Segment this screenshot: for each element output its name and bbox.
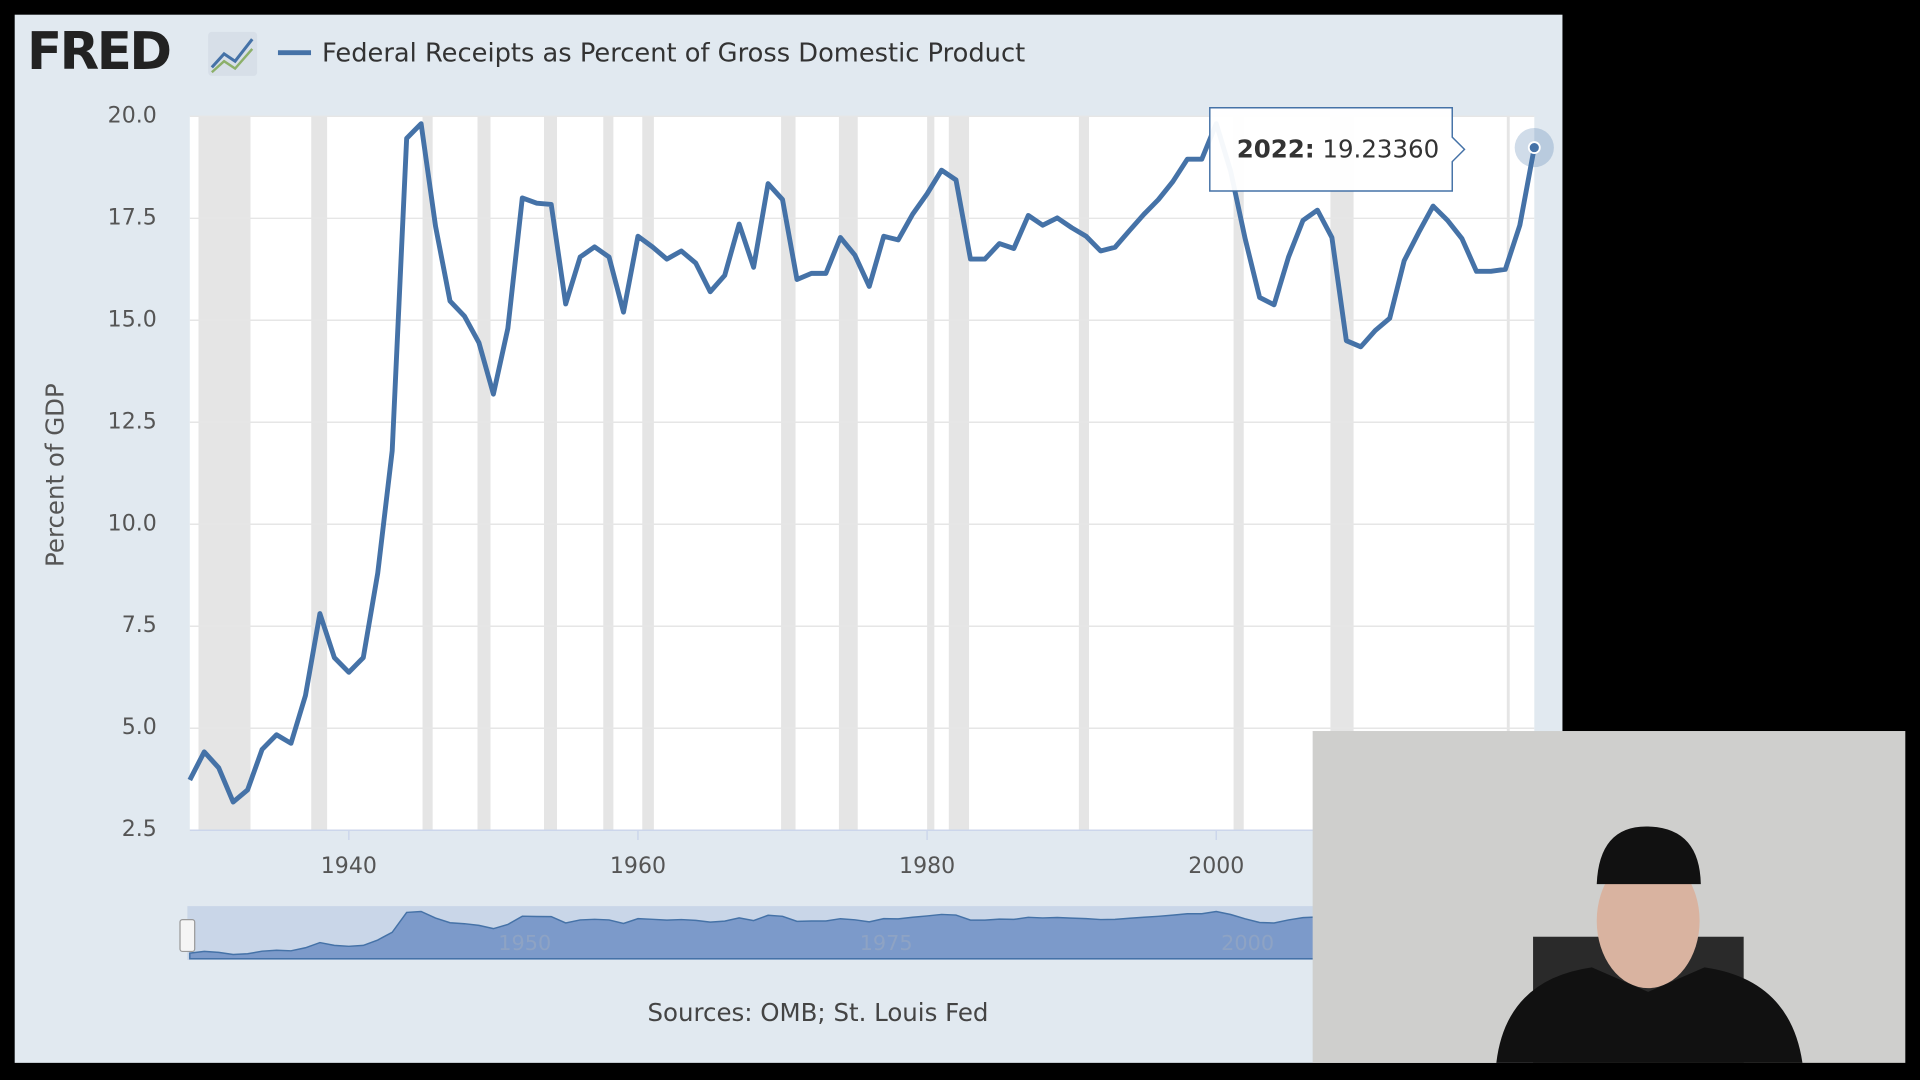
recession-band — [838, 116, 858, 831]
y-axis-label: Percent of GDP — [40, 383, 69, 567]
recession-band — [603, 116, 614, 831]
recession-layer — [198, 116, 1510, 831]
x-tick-label: 1960 — [610, 854, 666, 879]
tooltip-value: 19.23360 — [1322, 135, 1439, 164]
line-layer — [187, 121, 1554, 805]
data-line — [187, 121, 1537, 805]
grid-layer — [189, 115, 1535, 840]
hover-point — [1527, 141, 1541, 155]
navigator-tick-label: 1950 — [498, 931, 551, 955]
y-tick-label: 5.0 — [122, 715, 157, 740]
recession-band — [1078, 116, 1090, 831]
y-tick-label: 20.0 — [108, 103, 157, 128]
tooltip-label: 2022: — [1237, 135, 1315, 164]
recession-band — [948, 116, 970, 831]
logo-icon — [208, 31, 258, 76]
recession-band — [1506, 116, 1510, 831]
y-tick-label: 10.0 — [108, 511, 157, 536]
legend-label: Federal Receipts as Percent of Gross Dom… — [322, 38, 1025, 68]
recession-band — [642, 116, 654, 831]
x-tick-label: 1980 — [899, 854, 955, 879]
y-tick-label: 2.5 — [122, 817, 157, 842]
y-tick-label: 7.5 — [122, 613, 157, 638]
recession-band — [1233, 116, 1244, 831]
y-tick-label: 12.5 — [108, 409, 157, 434]
navigator-tick-label: 2000 — [1221, 931, 1274, 955]
webcam-video — [1312, 731, 1906, 1063]
recession-band — [1330, 116, 1354, 831]
x-tick-label: 2000 — [1188, 854, 1244, 879]
tooltip: 2022: 19.23360 — [1209, 107, 1466, 192]
logo: FRED — [27, 22, 170, 82]
y-tick-label: 15.0 — [108, 307, 157, 332]
svg-text:2022: 19.23360: 2022: 19.23360 — [1237, 135, 1439, 164]
navigator-handle[interactable] — [179, 918, 196, 953]
recession-band — [477, 116, 491, 831]
recession-band — [311, 116, 328, 831]
recession-band — [927, 116, 935, 831]
recession-band — [198, 116, 251, 831]
recession-band — [543, 116, 558, 831]
x-tick-label: 1940 — [321, 854, 377, 879]
navigator-tick-label: 1975 — [860, 931, 913, 955]
recession-band — [781, 116, 796, 831]
plot-area — [189, 116, 1535, 831]
y-tick-label: 17.5 — [108, 205, 157, 230]
source-note: Sources: OMB; St. Louis Fed — [647, 998, 988, 1027]
recession-band — [422, 116, 433, 831]
